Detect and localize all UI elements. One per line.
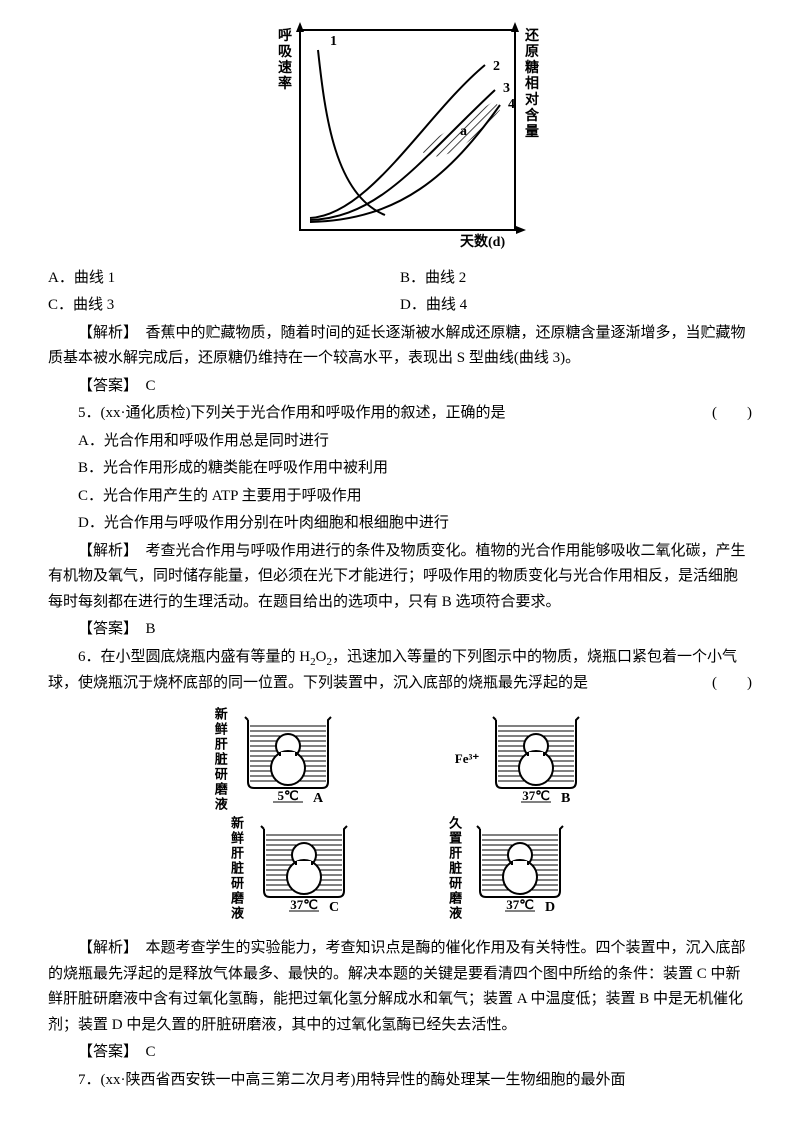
svg-text:A: A bbox=[313, 791, 324, 806]
svg-text:天数(d): 天数(d) bbox=[460, 233, 505, 250]
q4-explanation: 【解析】 香蕉中的贮藏物质，随着时间的延长逐渐被水解成还原糖，还原糖含量逐渐增多… bbox=[48, 321, 752, 372]
q4-answer: 【答案】 C bbox=[48, 374, 752, 400]
q6-beakers: 新鲜肝脏研磨液 5℃ A Fe³⁺ 37℃ B 新鲜肝脏研磨液 37℃ C 久置肝脏研… bbox=[48, 703, 752, 931]
q5-explain-text: 考查光合作用与呼吸作用进行的条件及物质变化。植物的光合作用能够吸收二氧化碳，产生… bbox=[48, 543, 746, 610]
q5-answer-text: B bbox=[131, 621, 156, 637]
q5-explanation: 【解析】 考查光合作用与呼吸作用进行的条件及物质变化。植物的光合作用能够吸收二氧… bbox=[48, 539, 752, 616]
q5-blank: ( ) bbox=[682, 401, 752, 427]
svg-text:37℃: 37℃ bbox=[290, 897, 318, 912]
q5-option-c: C．光合作用产生的 ATP 主要用于呼吸作用 bbox=[48, 484, 752, 510]
q4-option-b: B．曲线 2 bbox=[400, 266, 752, 292]
svg-text:量: 量 bbox=[525, 124, 539, 140]
svg-text:4: 4 bbox=[508, 97, 515, 112]
q5-stem-text: 5．(xx·通化质检)下列关于光合作用和呼吸作用的叙述，正确的是 bbox=[78, 405, 506, 421]
beaker-c: 37℃ C bbox=[249, 821, 359, 916]
q4-option-c: C．曲线 3 bbox=[48, 293, 400, 319]
q5-option-b: B．光合作用形成的糖类能在呼吸作用中被利用 bbox=[48, 456, 752, 482]
q5-answer: 【答案】 B bbox=[48, 617, 752, 643]
q6-explanation: 【解析】 本题考查学生的实验能力，考查知识点是酶的催化作用及有关特性。四个装置中… bbox=[48, 936, 752, 1038]
beaker-b-left-label: Fe³⁺ bbox=[455, 748, 479, 770]
beaker-a-cell: 新鲜肝脏研磨液 5℃ A bbox=[209, 707, 343, 812]
q4-option-d: D．曲线 4 bbox=[400, 293, 752, 319]
svg-text:原: 原 bbox=[525, 44, 539, 60]
svg-text:糖: 糖 bbox=[525, 59, 539, 76]
svg-text:37℃: 37℃ bbox=[506, 897, 534, 912]
q6-blank: ( ) bbox=[682, 671, 752, 697]
svg-text:5℃: 5℃ bbox=[277, 788, 298, 803]
q4-explain-text: 香蕉中的贮藏物质，随着时间的延长逐渐被水解成还原糖，还原糖含量逐渐增多，当贮藏物… bbox=[48, 325, 746, 367]
svg-text:B: B bbox=[561, 791, 570, 806]
beaker-c-cell: 新鲜肝脏研磨液 37℃ C bbox=[225, 816, 359, 921]
svg-text:相: 相 bbox=[525, 75, 539, 92]
svg-text:吸: 吸 bbox=[278, 44, 293, 60]
svg-text:D: D bbox=[545, 900, 555, 915]
q4-answer-text: C bbox=[131, 378, 156, 394]
q5-explain-label: 【解析】 bbox=[78, 543, 131, 559]
beaker-b: 37℃ B bbox=[481, 712, 591, 807]
q6-stem-1: 6．在小型圆底烧瓶内盛有等量的 H bbox=[78, 649, 310, 665]
beaker-d: 37℃ D bbox=[465, 821, 575, 916]
q4-explain-label: 【解析】 bbox=[78, 325, 131, 341]
svg-text:率: 率 bbox=[278, 75, 292, 92]
q5-answer-label: 【答案】 bbox=[78, 621, 131, 637]
q5-stem: 5．(xx·通化质检)下列关于光合作用和呼吸作用的叙述，正确的是 ( ) bbox=[48, 401, 752, 427]
q4-options: A．曲线 1 B．曲线 2 bbox=[48, 266, 752, 292]
q6-stem: 6．在小型圆底烧瓶内盛有等量的 H2O2，迅速加入等量的下列图示中的物质，烧瓶口… bbox=[48, 645, 752, 697]
q4-option-a: A．曲线 1 bbox=[48, 266, 400, 292]
q6-answer: 【答案】 C bbox=[48, 1040, 752, 1066]
svg-text:a: a bbox=[460, 124, 467, 139]
svg-text:1: 1 bbox=[330, 34, 337, 49]
svg-text:还: 还 bbox=[524, 27, 540, 44]
chart1-svg: 呼吸速率 还原糖相对含量天数(d) 1 234 a bbox=[250, 20, 550, 250]
svg-text:含: 含 bbox=[525, 107, 540, 124]
svg-text:2: 2 bbox=[493, 59, 500, 74]
svg-text:3: 3 bbox=[503, 81, 510, 96]
beaker-a-left-label: 新鲜肝脏研磨液 bbox=[209, 707, 233, 812]
q6-explain-text: 本题考查学生的实验能力，考查知识点是酶的催化作用及有关特性。四个装置中，沉入底部… bbox=[48, 940, 746, 1033]
q4-chart: 呼吸速率 还原糖相对含量天数(d) 1 234 a bbox=[48, 20, 752, 260]
q6-explain-label: 【解析】 bbox=[78, 940, 131, 956]
q4-answer-label: 【答案】 bbox=[78, 378, 131, 394]
q6-stem-2: O bbox=[316, 649, 327, 665]
svg-text:37℃: 37℃ bbox=[522, 788, 550, 803]
q6-answer-label: 【答案】 bbox=[78, 1044, 131, 1060]
svg-text:呼: 呼 bbox=[278, 27, 292, 44]
q7-stem: 7．(xx·陕西省西安铁一中高三第二次月考)用特异性的酶处理某一生物细胞的最外面 bbox=[48, 1068, 752, 1094]
beaker-d-cell: 久置肝脏研磨液 37℃ D bbox=[419, 816, 575, 921]
q6-answer-text: C bbox=[131, 1044, 156, 1060]
svg-text:速: 速 bbox=[278, 59, 292, 76]
q4-options-row2: C．曲线 3 D．曲线 4 bbox=[48, 293, 752, 319]
beaker-b-cell: Fe³⁺ 37℃ B bbox=[403, 707, 591, 812]
q5-option-d: D．光合作用与呼吸作用分别在叶肉细胞和根细胞中进行 bbox=[48, 511, 752, 537]
beaker-c-left-label: 新鲜肝脏研磨液 bbox=[225, 816, 249, 921]
q5-option-a: A．光合作用和呼吸作用总是同时进行 bbox=[48, 429, 752, 455]
beaker-a: 5℃ A bbox=[233, 712, 343, 807]
svg-text:C: C bbox=[329, 900, 339, 915]
beaker-d-left-label: 久置肝脏研磨液 bbox=[441, 816, 465, 921]
svg-text:对: 对 bbox=[525, 91, 539, 108]
